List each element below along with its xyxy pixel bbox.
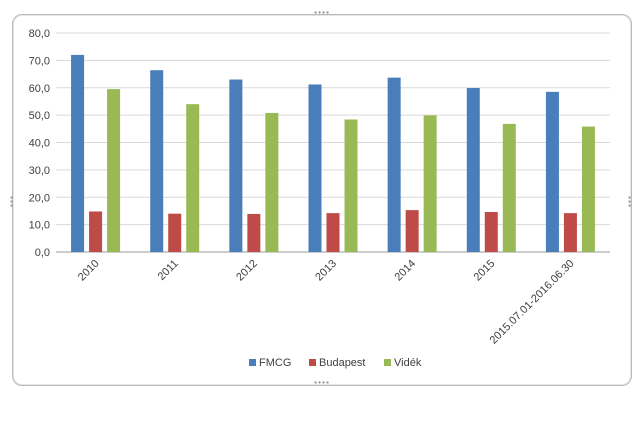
bar-vidék xyxy=(265,112,279,252)
bar-fmcg xyxy=(229,79,243,252)
bar-vidék xyxy=(581,126,595,252)
bar-budapest xyxy=(326,213,340,252)
x-tick-label: 2012 xyxy=(234,258,260,284)
legend-swatch-vidék xyxy=(384,359,391,366)
bar-budapest xyxy=(484,212,498,252)
bar-budapest xyxy=(89,211,103,252)
bar-fmcg xyxy=(150,70,164,252)
bar-fmcg xyxy=(466,88,480,253)
gridlines xyxy=(56,32,610,253)
y-tick-label: 70,0 xyxy=(29,55,50,67)
x-tick-label: 2013 xyxy=(313,258,339,284)
bar-budapest xyxy=(168,213,182,252)
resize-handle-right[interactable]: ∙∙∙ xyxy=(625,195,634,208)
y-tick-label: 60,0 xyxy=(29,83,50,95)
legend-label-budapest: Budapest xyxy=(319,357,365,369)
legend-label-vidék: Vidék xyxy=(394,357,422,369)
y-axis: 0,0 10,0 20,0 30,0 40,0 50,0 60,0 70,0 80,0 xyxy=(29,28,50,259)
x-tick-label: 2015.07.01-2016.06.30 xyxy=(488,258,577,347)
bar-vidék xyxy=(107,89,121,253)
y-tick-label: 30,0 xyxy=(29,165,50,177)
y-tick-label: 20,0 xyxy=(29,192,50,204)
bars xyxy=(71,54,595,253)
bar-budapest xyxy=(247,213,261,252)
bar-budapest xyxy=(405,210,419,252)
legend: FMCG Budapest Vidék xyxy=(249,357,422,369)
legend-swatch-fmcg xyxy=(249,359,256,366)
bar-fmcg xyxy=(308,84,322,252)
legend-swatch-budapest xyxy=(309,359,316,366)
resize-handle-bottom[interactable]: ∙∙∙∙ xyxy=(313,378,330,387)
y-tick-label: 50,0 xyxy=(29,110,50,122)
resize-handle-left[interactable]: ∙∙∙ xyxy=(7,195,16,208)
bar-fmcg xyxy=(71,54,85,253)
bar-vidék xyxy=(344,119,358,252)
y-tick-label: 0,0 xyxy=(35,247,50,259)
bar-fmcg xyxy=(545,91,559,252)
x-axis: 2010 2011 2012 2013 2014 20152015.07.01-2016.… xyxy=(76,258,577,347)
bar-fmcg xyxy=(387,77,401,252)
x-tick-label: 2010 xyxy=(76,258,102,284)
y-tick-label: 10,0 xyxy=(29,220,50,232)
bar-budapest xyxy=(563,213,577,252)
x-tick-label: 2011 xyxy=(156,258,181,283)
bar-vidék xyxy=(186,104,200,252)
x-tick-label: 2015 xyxy=(472,258,498,284)
bar-vidék xyxy=(423,115,437,253)
x-tick-label: 2014 xyxy=(392,258,418,284)
y-tick-label: 40,0 xyxy=(29,138,50,150)
legend-label-fmcg: FMCG xyxy=(259,357,291,369)
resize-handle-top[interactable]: ∙∙∙∙ xyxy=(313,8,330,17)
bar-vidék xyxy=(502,123,516,252)
y-tick-label: 80,0 xyxy=(29,28,50,40)
